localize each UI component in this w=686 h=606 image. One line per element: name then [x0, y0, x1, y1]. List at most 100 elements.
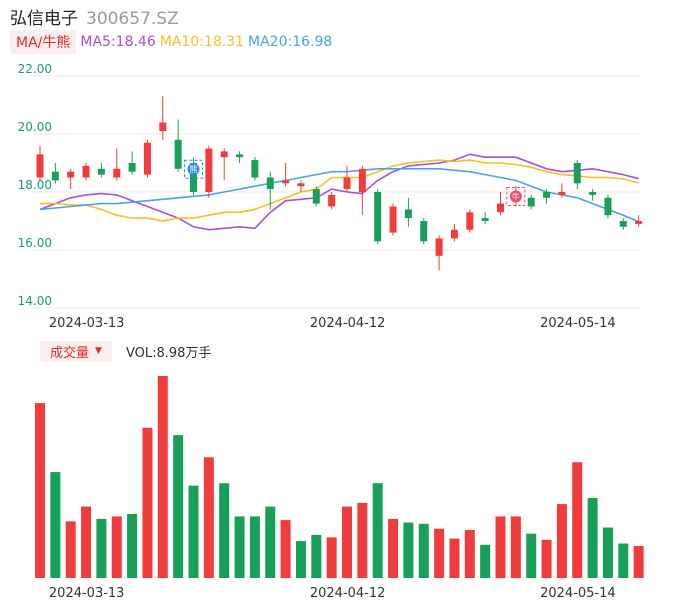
volume-bar — [65, 521, 76, 578]
candle-body — [573, 163, 581, 184]
volume-bar — [618, 543, 629, 578]
candle-body — [174, 139, 182, 169]
x-tick-label: 2024-03-13 — [49, 316, 125, 331]
bear-marker-frame — [184, 159, 203, 179]
volume-bar — [280, 520, 291, 578]
volume-bar — [219, 483, 230, 578]
volume-bar — [265, 506, 276, 578]
volume-bar — [510, 516, 521, 578]
candle-body — [113, 168, 121, 178]
ma20-legend: MA20:16.98 — [248, 34, 333, 50]
volume-bar — [173, 435, 184, 578]
candle-body — [143, 142, 151, 175]
volume-bar — [633, 545, 644, 578]
signal-markers: 熊牛 — [184, 159, 526, 206]
volume-bar — [388, 518, 399, 578]
ma-lines — [39, 153, 639, 231]
stock-header: 弘信电子 300657.SZ — [10, 4, 179, 29]
volume-bar — [572, 462, 583, 578]
candle-body — [205, 148, 213, 192]
candle-body — [497, 203, 504, 213]
candle-body — [635, 221, 643, 224]
date-axis-bottom: 2024-03-13 2024-04-12 2024-05-14 — [49, 586, 616, 601]
volume-bar — [357, 502, 368, 578]
volume-bar — [587, 497, 598, 578]
volume-bar — [127, 513, 138, 578]
bear-marker-label: 熊 — [190, 164, 198, 174]
volume-bar — [295, 541, 306, 578]
bear-marker-icon — [187, 163, 200, 176]
candle-body — [481, 218, 489, 221]
volume-bar — [203, 457, 214, 578]
candle-body — [97, 168, 105, 175]
candle-body — [328, 194, 336, 207]
x-tick-label: 2024-04-12 — [310, 316, 386, 331]
ma20-line — [39, 168, 639, 223]
ma10-legend: MA10:18.31 — [159, 34, 245, 50]
volume-bar — [526, 533, 537, 578]
volume-indicator-dropdown[interactable]: 成交量 ▼ — [40, 340, 112, 362]
candles — [36, 96, 643, 271]
price-grid — [33, 75, 640, 309]
volume-bar — [326, 537, 337, 578]
candle-body — [266, 177, 274, 190]
candle-body — [589, 192, 597, 195]
volume-bar — [434, 528, 445, 578]
candle-body — [527, 197, 535, 207]
ma5-legend: MA5:18.46 — [80, 34, 156, 50]
x-tick-label: 2024-03-13 — [49, 586, 125, 601]
y-tick-label: 22.00 — [18, 62, 52, 76]
candle-body — [358, 168, 366, 192]
volume-value: VOL:8.98万手 — [125, 345, 212, 361]
candle-body — [466, 212, 474, 230]
ma10-line — [40, 159, 639, 222]
candle-body — [420, 221, 428, 242]
y-tick-label: 18.00 — [18, 178, 52, 192]
volume-bar — [50, 472, 61, 578]
candle-body — [312, 189, 320, 204]
ma-legend: MA/牛熊 MA5:18.46 MA10:18.31 MA20:16.98 — [10, 29, 332, 55]
candle-body — [159, 122, 167, 132]
volume-bar — [403, 522, 414, 578]
y-tick-label: 14.00 — [18, 294, 52, 308]
ma-mode-toggle[interactable]: MA/牛熊 — [10, 30, 77, 54]
volume-legend: 成交量 ▼ VOL:8.98万手 — [40, 340, 212, 362]
candle-body — [343, 177, 351, 190]
y-tick-label: 20.00 — [18, 120, 52, 134]
volume-bar — [495, 516, 506, 578]
volume-bar — [464, 529, 475, 578]
candle-body — [404, 209, 412, 219]
candle-body — [282, 180, 290, 184]
volume-bar — [157, 376, 168, 578]
volume-bar — [81, 506, 92, 578]
volume-bar — [188, 485, 199, 578]
y-tick-label: 16.00 — [18, 236, 52, 250]
volume-bar — [372, 483, 383, 578]
candle-body — [558, 192, 566, 195]
volume-bars — [35, 376, 644, 578]
candle-body — [128, 163, 136, 172]
x-tick-label: 2024-05-14 — [540, 316, 616, 331]
volume-bar — [111, 516, 122, 578]
candle-body — [543, 192, 551, 198]
volume-bar — [35, 403, 45, 578]
candle-body — [36, 154, 44, 178]
candle-body — [389, 206, 397, 233]
volume-bar — [449, 538, 460, 578]
candle-body — [236, 154, 244, 158]
candle-body — [67, 171, 75, 178]
candle-body — [51, 171, 59, 181]
stock-name: 弘信电子 — [10, 9, 78, 29]
x-tick-label: 2024-04-12 — [310, 586, 386, 601]
price-axis: 22.00 20.00 18.00 16.00 14.00 — [18, 62, 52, 308]
volume-indicator-label: 成交量 — [50, 345, 90, 361]
candle-body — [190, 163, 197, 192]
volume-bar — [142, 427, 153, 578]
caret-down-icon: ▼ — [95, 346, 102, 356]
volume-bar — [418, 523, 429, 578]
volume-bar — [234, 516, 245, 578]
candle-body — [619, 221, 627, 227]
ma5-line — [39, 153, 639, 231]
stock-code: 300657.SZ — [86, 9, 179, 29]
